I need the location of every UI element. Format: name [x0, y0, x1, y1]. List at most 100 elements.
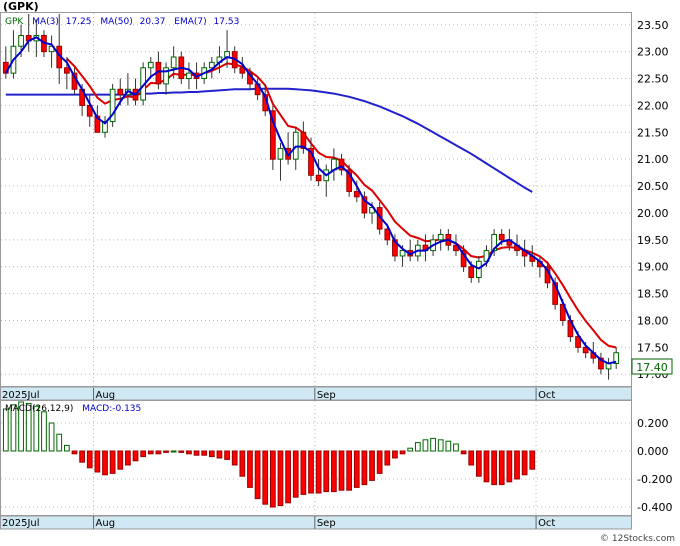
- macd-y-tick-label: 0.000: [637, 445, 669, 458]
- macd-bar: [407, 447, 414, 452]
- price-panel: [0, 12, 632, 387]
- candle-body: [437, 233, 444, 241]
- macd-value: -0.135: [112, 404, 141, 414]
- x-axis-year-label: 2025Jul: [2, 518, 40, 529]
- last-price-tag-box: [631, 358, 673, 375]
- macd-bar: [514, 450, 520, 480]
- price-y-tick-label: 21.50: [637, 126, 669, 139]
- macd-bar: [346, 450, 353, 491]
- macd-bar: [323, 450, 330, 493]
- candle: [437, 229, 444, 251]
- x-axis-month-label: Aug: [96, 518, 116, 529]
- price-y-tick-label: 21.00: [637, 153, 669, 166]
- candle: [170, 46, 177, 79]
- candle-body: [18, 35, 24, 47]
- macd-bar: [376, 450, 383, 474]
- candle-body: [300, 131, 307, 149]
- candle-body: [346, 169, 353, 192]
- macd-bar: [529, 450, 536, 470]
- price-y-tick-label: 17.50: [637, 341, 669, 354]
- macd-bar: [269, 450, 276, 508]
- x-axis-month-label: Oct: [538, 518, 555, 529]
- macd-bar: [117, 450, 124, 470]
- macd-bar: [94, 450, 101, 473]
- macd-bar: [79, 450, 85, 463]
- macd-y-tick-label: -0.400: [637, 501, 672, 514]
- macd-y-tick-label: -0.200: [637, 473, 672, 486]
- candle-body: [308, 147, 314, 176]
- macd-bar: [353, 450, 360, 488]
- macd-bar: [369, 450, 375, 481]
- macd-bar: [338, 450, 345, 491]
- candle: [269, 105, 276, 170]
- macd-bar: [109, 450, 116, 474]
- x-axis-month-label: Aug: [96, 390, 116, 401]
- candle: [346, 164, 353, 197]
- legend-symbol: GPK: [5, 17, 24, 27]
- macd-bar: [300, 450, 307, 495]
- candle-body: [63, 67, 70, 74]
- candle-body: [361, 196, 368, 214]
- legend-ma50-label: MA(50): [100, 17, 132, 27]
- macd-bar: [430, 437, 436, 452]
- candle-body: [582, 346, 589, 354]
- candle-body: [498, 233, 505, 241]
- macd-bar: [468, 450, 475, 466]
- macd-bar: [254, 450, 261, 500]
- macd-bar: [453, 443, 459, 452]
- candle-body: [598, 357, 604, 370]
- macd-bar: [71, 450, 78, 455]
- macd-bar: [155, 450, 162, 455]
- x-axis-month-label: Sep: [317, 518, 336, 529]
- macd-bar: [422, 439, 429, 452]
- macd-x-axis: 2025Jul Aug Sep Oct: [2, 516, 555, 529]
- macd-bar: [33, 405, 40, 452]
- candle: [338, 153, 345, 176]
- candle-body: [170, 56, 177, 69]
- macd-label: MACD:: [82, 404, 112, 414]
- macd-bar: [445, 440, 452, 452]
- macd-bar: [2, 408, 9, 452]
- macd-bar: [163, 450, 169, 453]
- ma50-line: [5, 87, 533, 193]
- macd-bar: [186, 450, 192, 455]
- price-y-tick-label: 23.50: [637, 19, 669, 32]
- candle-body: [399, 250, 406, 257]
- macd-bar: [506, 450, 513, 483]
- candle-body: [269, 110, 276, 160]
- macd-bar: [132, 450, 139, 462]
- price-y-tick-label: 20.50: [637, 180, 669, 193]
- macd-bar: [201, 450, 208, 456]
- candle: [277, 143, 284, 181]
- macd-bar: [193, 450, 200, 456]
- candle-body: [277, 147, 284, 160]
- candle-body: [208, 61, 215, 69]
- macd-bar: [147, 450, 154, 455]
- candle: [300, 121, 307, 154]
- macd-bar: [86, 450, 93, 469]
- chart-title: (GPK): [3, 0, 39, 13]
- candle: [308, 137, 314, 181]
- macd-bar: [262, 450, 269, 505]
- candle: [102, 116, 108, 138]
- x-axis-year-label: 2025Jul: [2, 390, 40, 401]
- price-y-tick-label: 18.00: [637, 314, 669, 327]
- candle-body: [384, 228, 391, 241]
- candle: [186, 62, 192, 90]
- candle: [239, 57, 246, 79]
- candle-body: [109, 88, 116, 123]
- legend-ma50-value: 20.37: [140, 17, 166, 27]
- candle: [109, 83, 116, 127]
- ma50-series: [5, 87, 533, 193]
- macd-bar: [125, 450, 131, 466]
- x-axis-month-label: Sep: [317, 390, 336, 401]
- price-y-tick-label: 18.50: [637, 288, 669, 301]
- price-y-tick-label: 23.00: [637, 46, 669, 59]
- macd-legend: MACD(26,12,9) MACD:-0.135: [5, 404, 141, 414]
- candle-body: [468, 266, 475, 278]
- macd-bar: [178, 450, 185, 453]
- macd-bar: [285, 450, 291, 504]
- price-x-axis: 2025Jul Aug Sep Oct: [2, 388, 555, 401]
- macd-bar: [10, 404, 17, 452]
